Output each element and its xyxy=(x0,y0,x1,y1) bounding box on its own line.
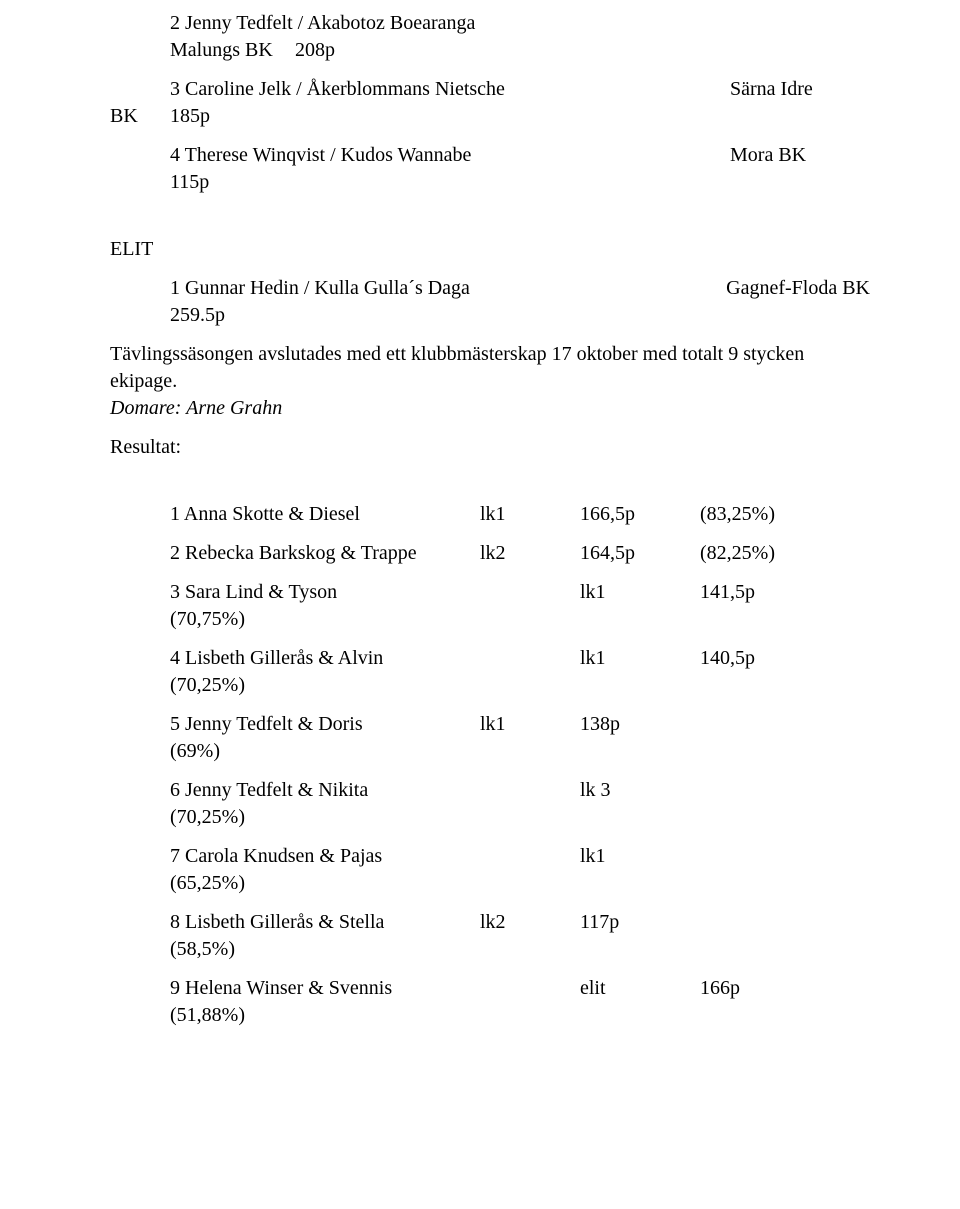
result-name: 7 Carola Knudsen & Pajas xyxy=(170,843,480,870)
result-percent: (83,25%) xyxy=(700,501,820,528)
result-percent: (70,25%) xyxy=(170,804,870,831)
elit-line1-right: Gagnef-Floda BK xyxy=(726,275,870,302)
result-name: 8 Lisbeth Gillerås & Stella xyxy=(170,909,480,936)
entry-4-points: 115p xyxy=(170,169,209,196)
result-percent: (65,25%) xyxy=(170,870,870,897)
result-lk: lk1 xyxy=(580,579,700,606)
result-name: 5 Jenny Tedfelt & Doris xyxy=(170,711,480,738)
result-row: 8 Lisbeth Gillerås & Stella lk2 117p (58… xyxy=(170,909,870,963)
result-points: 166,5p xyxy=(580,501,700,528)
entry-4-line1: 4 Therese Winqvist / Kudos Wannabe xyxy=(170,142,730,169)
elit-heading: ELIT xyxy=(110,236,870,263)
result-name: 1 Anna Skotte & Diesel xyxy=(170,501,480,528)
result-points: 138p xyxy=(580,711,700,738)
entry-2-club: Malungs BK xyxy=(170,37,290,64)
result-percent: (58,5%) xyxy=(170,936,870,963)
result-lk: lk2 xyxy=(480,540,580,567)
entry-2: 2 Jenny Tedfelt / Akabotoz Boearanga Mal… xyxy=(110,10,870,64)
result-points: 140,5p xyxy=(700,645,820,672)
entry-2-line1: 2 Jenny Tedfelt / Akabotoz Boearanga xyxy=(170,10,870,37)
elit-entry: 1 Gunnar Hedin / Kulla Gulla´s Daga Gagn… xyxy=(110,275,870,329)
entry-3: 3 Caroline Jelk / Åkerblommans Nietsche … xyxy=(110,76,870,130)
result-points: 141,5p xyxy=(700,579,820,606)
entry-3-right: Särna Idre xyxy=(730,76,870,103)
elit-line1: 1 Gunnar Hedin / Kulla Gulla´s Daga xyxy=(170,275,726,302)
result-points: 166p xyxy=(700,975,820,1002)
entry-3-points: 185p xyxy=(170,103,210,130)
result-row: 5 Jenny Tedfelt & Doris lk1 138p (69%) xyxy=(170,711,870,765)
result-lk: lk 3 xyxy=(580,777,700,804)
result-name: 4 Lisbeth Gillerås & Alvin xyxy=(170,645,480,672)
result-row: 9 Helena Winser & Svennis elit 166p (51,… xyxy=(170,975,870,1029)
result-name: 9 Helena Winser & Svennis xyxy=(170,975,480,1002)
para-line3: Domare: Arne Grahn xyxy=(110,395,870,422)
result-percent: (69%) xyxy=(170,738,870,765)
result-percent: (51,88%) xyxy=(170,1002,870,1029)
entry-3-bk: BK xyxy=(110,103,170,130)
entry-4: 4 Therese Winqvist / Kudos Wannabe Mora … xyxy=(110,142,870,196)
result-percent: (82,25%) xyxy=(700,540,820,567)
result-row: 1 Anna Skotte & Diesel lk1 166,5p (83,25… xyxy=(170,501,870,528)
entry-3-line1: 3 Caroline Jelk / Åkerblommans Nietsche xyxy=(170,76,730,103)
result-lk: elit xyxy=(580,975,700,1002)
para-line2: ekipage. xyxy=(110,368,870,395)
results-list: 1 Anna Skotte & Diesel lk1 166,5p (83,25… xyxy=(110,501,870,1029)
result-row: 4 Lisbeth Gillerås & Alvin lk1 140,5p (7… xyxy=(170,645,870,699)
result-lk: lk2 xyxy=(480,909,580,936)
result-lk: lk1 xyxy=(480,711,580,738)
result-name: 2 Rebecka Barkskog & Trappe xyxy=(170,540,480,567)
results-heading: Resultat: xyxy=(110,434,870,461)
result-percent: (70,75%) xyxy=(170,606,870,633)
para-line1: Tävlingssäsongen avslutades med ett klub… xyxy=(110,341,870,368)
entry-2-points: 208p xyxy=(295,39,335,61)
result-lk: lk1 xyxy=(480,501,580,528)
result-row: 3 Sara Lind & Tyson lk1 141,5p (70,75%) xyxy=(170,579,870,633)
result-points: 117p xyxy=(580,909,700,936)
season-paragraph: Tävlingssäsongen avslutades med ett klub… xyxy=(110,341,870,422)
entry-4-right: Mora BK xyxy=(730,142,870,169)
elit-points: 259.5p xyxy=(170,302,225,329)
result-points: 164,5p xyxy=(580,540,700,567)
result-row: 6 Jenny Tedfelt & Nikita lk 3 (70,25%) xyxy=(170,777,870,831)
entry-2-line2: Malungs BK 208p xyxy=(170,37,870,64)
result-name: 3 Sara Lind & Tyson xyxy=(170,579,480,606)
result-percent: (70,25%) xyxy=(170,672,870,699)
result-name: 6 Jenny Tedfelt & Nikita xyxy=(170,777,480,804)
result-lk: lk1 xyxy=(580,843,700,870)
result-lk: lk1 xyxy=(580,645,700,672)
result-row: 2 Rebecka Barkskog & Trappe lk2 164,5p (… xyxy=(170,540,870,567)
result-row: 7 Carola Knudsen & Pajas lk1 (65,25%) xyxy=(170,843,870,897)
